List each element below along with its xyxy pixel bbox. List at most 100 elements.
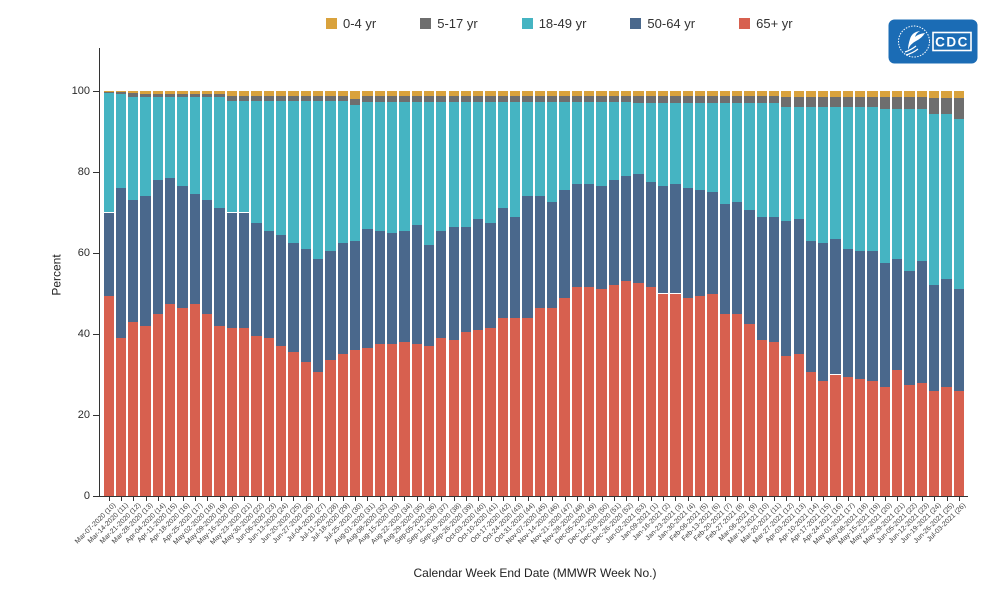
bar-column bbox=[522, 48, 533, 496]
x-axis-tick bbox=[909, 497, 911, 501]
bar-column bbox=[485, 48, 496, 496]
bar-segment bbox=[559, 297, 570, 496]
legend-label: 18-49 yr bbox=[538, 16, 587, 31]
bar-segment bbox=[386, 102, 398, 233]
bar-segment bbox=[621, 281, 632, 496]
bar-segment bbox=[879, 109, 891, 264]
bar-column bbox=[152, 48, 164, 496]
x-axis-tick bbox=[576, 497, 578, 501]
bar-segment bbox=[362, 96, 373, 103]
bar-segment bbox=[855, 97, 866, 108]
bar-segment bbox=[485, 91, 496, 96]
bar-segment bbox=[448, 102, 459, 227]
bar-segment bbox=[818, 107, 829, 243]
bar-column bbox=[189, 48, 201, 496]
x-axis-tick bbox=[157, 497, 159, 501]
bar-segment bbox=[719, 313, 730, 496]
bar-segment bbox=[288, 100, 299, 243]
legend-swatch-icon bbox=[630, 18, 642, 29]
bar-segment bbox=[189, 97, 201, 195]
bar-segment bbox=[818, 242, 829, 381]
legend-item-5-17-yr[interactable]: 5-17 yr bbox=[420, 16, 478, 31]
bar-segment bbox=[485, 101, 496, 223]
bar-segment bbox=[818, 380, 829, 496]
bar-segment bbox=[941, 114, 952, 280]
bar-segment bbox=[436, 338, 447, 496]
bar-segment bbox=[189, 194, 201, 304]
bar-segment bbox=[867, 380, 878, 496]
bar-column bbox=[953, 48, 964, 496]
y-axis-tick-label: 20 bbox=[77, 408, 90, 421]
bar-segment bbox=[682, 95, 693, 104]
bar-segment bbox=[485, 95, 496, 102]
x-axis-tick bbox=[564, 497, 566, 501]
y-axis-tick bbox=[93, 253, 99, 254]
bar-segment bbox=[633, 174, 644, 284]
bar-segment bbox=[596, 186, 607, 290]
bar-column bbox=[941, 48, 952, 496]
bar-column bbox=[682, 48, 693, 496]
x-axis-tick bbox=[934, 497, 936, 501]
x-axis-tick bbox=[860, 497, 862, 501]
legend-item-18-49-yr[interactable]: 18-49 yr bbox=[521, 16, 587, 31]
bar-segment bbox=[362, 348, 373, 496]
bar-column bbox=[670, 48, 681, 496]
hhs-eagle-icon bbox=[898, 25, 930, 58]
bar-segment bbox=[399, 230, 410, 343]
bar-segment bbox=[510, 216, 521, 318]
bar-column bbox=[892, 48, 903, 496]
bar-segment bbox=[436, 230, 447, 339]
bar-segment bbox=[867, 91, 878, 98]
bar-segment bbox=[534, 307, 546, 496]
bar-segment bbox=[288, 242, 299, 353]
bar-segment bbox=[879, 97, 891, 110]
bar-segment bbox=[103, 91, 114, 92]
bar-segment bbox=[522, 196, 533, 318]
bar-segment bbox=[374, 102, 385, 231]
bar-segment bbox=[263, 91, 274, 96]
bar-segment bbox=[756, 91, 767, 96]
y-axis-tick bbox=[93, 415, 99, 416]
bar-segment bbox=[165, 91, 176, 95]
bar-segment bbox=[855, 107, 866, 251]
bar-segment bbox=[349, 105, 361, 241]
bar-segment bbox=[670, 91, 681, 96]
bar-column bbox=[497, 48, 509, 496]
legend-item-65-yr[interactable]: 65+ yr bbox=[739, 16, 793, 31]
bar-segment bbox=[103, 212, 114, 296]
bar-segment bbox=[670, 184, 681, 294]
bar-segment bbox=[756, 340, 767, 496]
bar-segment bbox=[226, 212, 237, 328]
bar-segment bbox=[337, 91, 348, 96]
bar-segment bbox=[276, 100, 287, 235]
bar-segment bbox=[423, 91, 435, 97]
x-axis-tick bbox=[823, 497, 825, 501]
x-axis-tick bbox=[884, 497, 886, 501]
bar-segment bbox=[793, 107, 804, 219]
bar-segment bbox=[731, 91, 743, 96]
bar-segment bbox=[128, 200, 139, 322]
chart-legend: 0-4 yr 5-17 yr 18-49 yr 50-64 yr 65+ yr bbox=[326, 16, 793, 31]
bar-segment bbox=[276, 91, 287, 96]
bar-segment bbox=[953, 390, 964, 496]
bar-segment bbox=[534, 101, 546, 197]
cdc-logo[interactable]: CDC bbox=[888, 19, 978, 64]
bar-column bbox=[621, 48, 632, 496]
legend-item-0-4-yr[interactable]: 0-4 yr bbox=[326, 16, 376, 31]
x-axis-tick bbox=[835, 497, 837, 501]
bar-segment bbox=[448, 340, 459, 496]
bar-segment bbox=[694, 190, 706, 296]
bar-segment bbox=[584, 287, 595, 496]
bar-column bbox=[904, 48, 915, 496]
bar-segment bbox=[916, 382, 927, 496]
bar-segment bbox=[103, 93, 114, 213]
legend-item-50-64-yr[interactable]: 50-64 yr bbox=[630, 16, 695, 31]
bar-segment bbox=[621, 176, 632, 282]
bar-column bbox=[177, 48, 188, 496]
bar-segment bbox=[497, 317, 509, 496]
legend-swatch-icon bbox=[739, 18, 751, 29]
x-axis-tick bbox=[305, 497, 307, 501]
bar-column bbox=[855, 48, 866, 496]
x-axis-tick bbox=[774, 497, 775, 501]
x-axis-tick bbox=[392, 497, 394, 501]
